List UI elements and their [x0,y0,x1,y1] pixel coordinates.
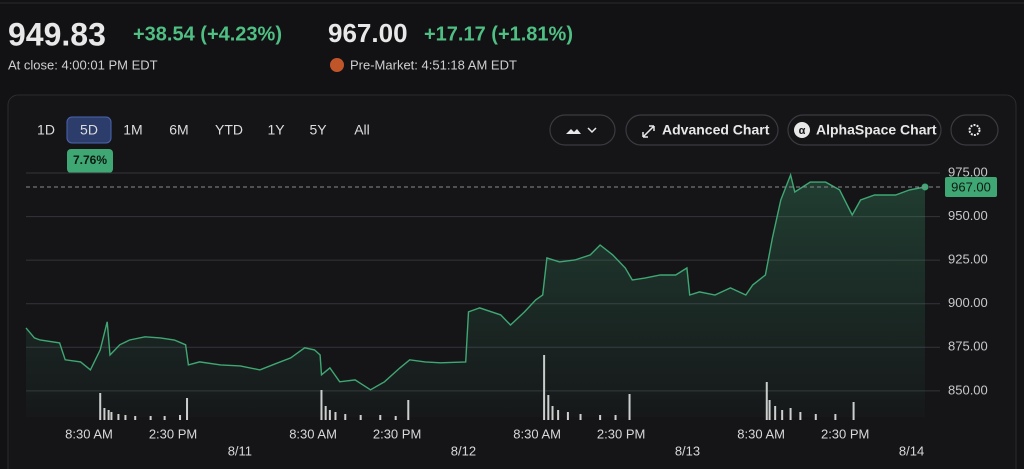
date-label: 8/11 [228,443,252,458]
date-label: 8/12 [451,443,476,458]
y-tick-label: 925.00 [948,252,988,267]
range-button[interactable]: 1M [123,122,142,138]
alphaspace-label: AlphaSpace Chart [816,122,937,138]
range-button[interactable]: 5D [80,122,98,138]
range-selected[interactable] [66,116,112,144]
range-badge [67,149,113,173]
settings-button[interactable] [950,114,999,146]
x-tick-label: 8:30 AM [737,426,785,441]
advanced-chart-button[interactable] [625,114,779,146]
price-change: +38.54 (+4.23%) [133,23,282,45]
close-time: At close: 4:00:01 PM EDT [8,57,158,72]
y-tick-label: 900.00 [948,295,988,310]
y-tick-label: 975.00 [948,164,988,179]
range-button[interactable]: YTD [215,122,243,138]
y-tick-label: 950.00 [948,208,988,223]
expand-icon [642,125,655,138]
volume-bar [179,415,182,420]
x-tick-label: 2:30 PM [821,426,869,441]
volume-bar [134,416,137,420]
y-tick-label: 850.00 [948,382,988,397]
range-button[interactable]: 6M [169,122,188,138]
chart-type-button[interactable] [549,114,616,146]
x-tick-label: 8:30 AM [65,426,113,441]
current-label: 967.00 [951,179,991,194]
chart-type-icon [566,129,581,134]
x-tick-label: 8:30 AM [289,426,337,441]
range-button[interactable]: 1Y [267,122,285,138]
volume-bar [394,416,397,420]
pre-change: +17.17 (+1.81%) [424,23,573,45]
settings-icon [968,124,981,136]
x-tick-label: 2:30 PM [373,426,421,441]
volume-bar [614,415,617,420]
y-tick-label: 875.00 [948,339,988,354]
pre-price: 967.00 [328,18,408,48]
volume-bar [149,416,152,420]
price-line [25,172,926,391]
x-tick-label: 8:30 AM [513,426,561,441]
plot: 850.00 875.00 900.00 925.00 950.00 975.00 8:30… [25,164,997,458]
volume-bar [163,416,166,420]
volume-bar [124,415,127,420]
price: 949.83 [8,16,106,52]
price-area [26,174,925,417]
pre-market-icon [330,58,344,72]
advanced-chart-label: Advanced Chart [662,122,770,138]
alphaspace-glyph: α [799,125,806,137]
range-buttons: 1D 5D 1M 6M YTD 1Y 5Y All [37,116,370,144]
volume-bar [599,415,602,420]
dropdown-icon [587,127,597,134]
date-label: 8/13 [675,443,700,458]
x-tick-label: 2:30 PM [597,426,645,441]
volume-bar [359,415,362,420]
range-change: 7.76% [73,153,107,167]
volume-bar [379,415,382,420]
range-button[interactable]: 1D [37,122,55,138]
current-box [945,176,997,197]
alphaspace-icon [794,122,810,138]
pre-time: Pre-Market: 4:51:18 AM EDT [350,57,517,72]
range-button[interactable]: 5Y [309,122,327,138]
range-button[interactable]: All [354,122,370,138]
alphaspace-button[interactable] [787,114,942,146]
date-label: 8/14 [899,443,924,458]
x-tick-label: 2:30 PM [149,426,197,441]
